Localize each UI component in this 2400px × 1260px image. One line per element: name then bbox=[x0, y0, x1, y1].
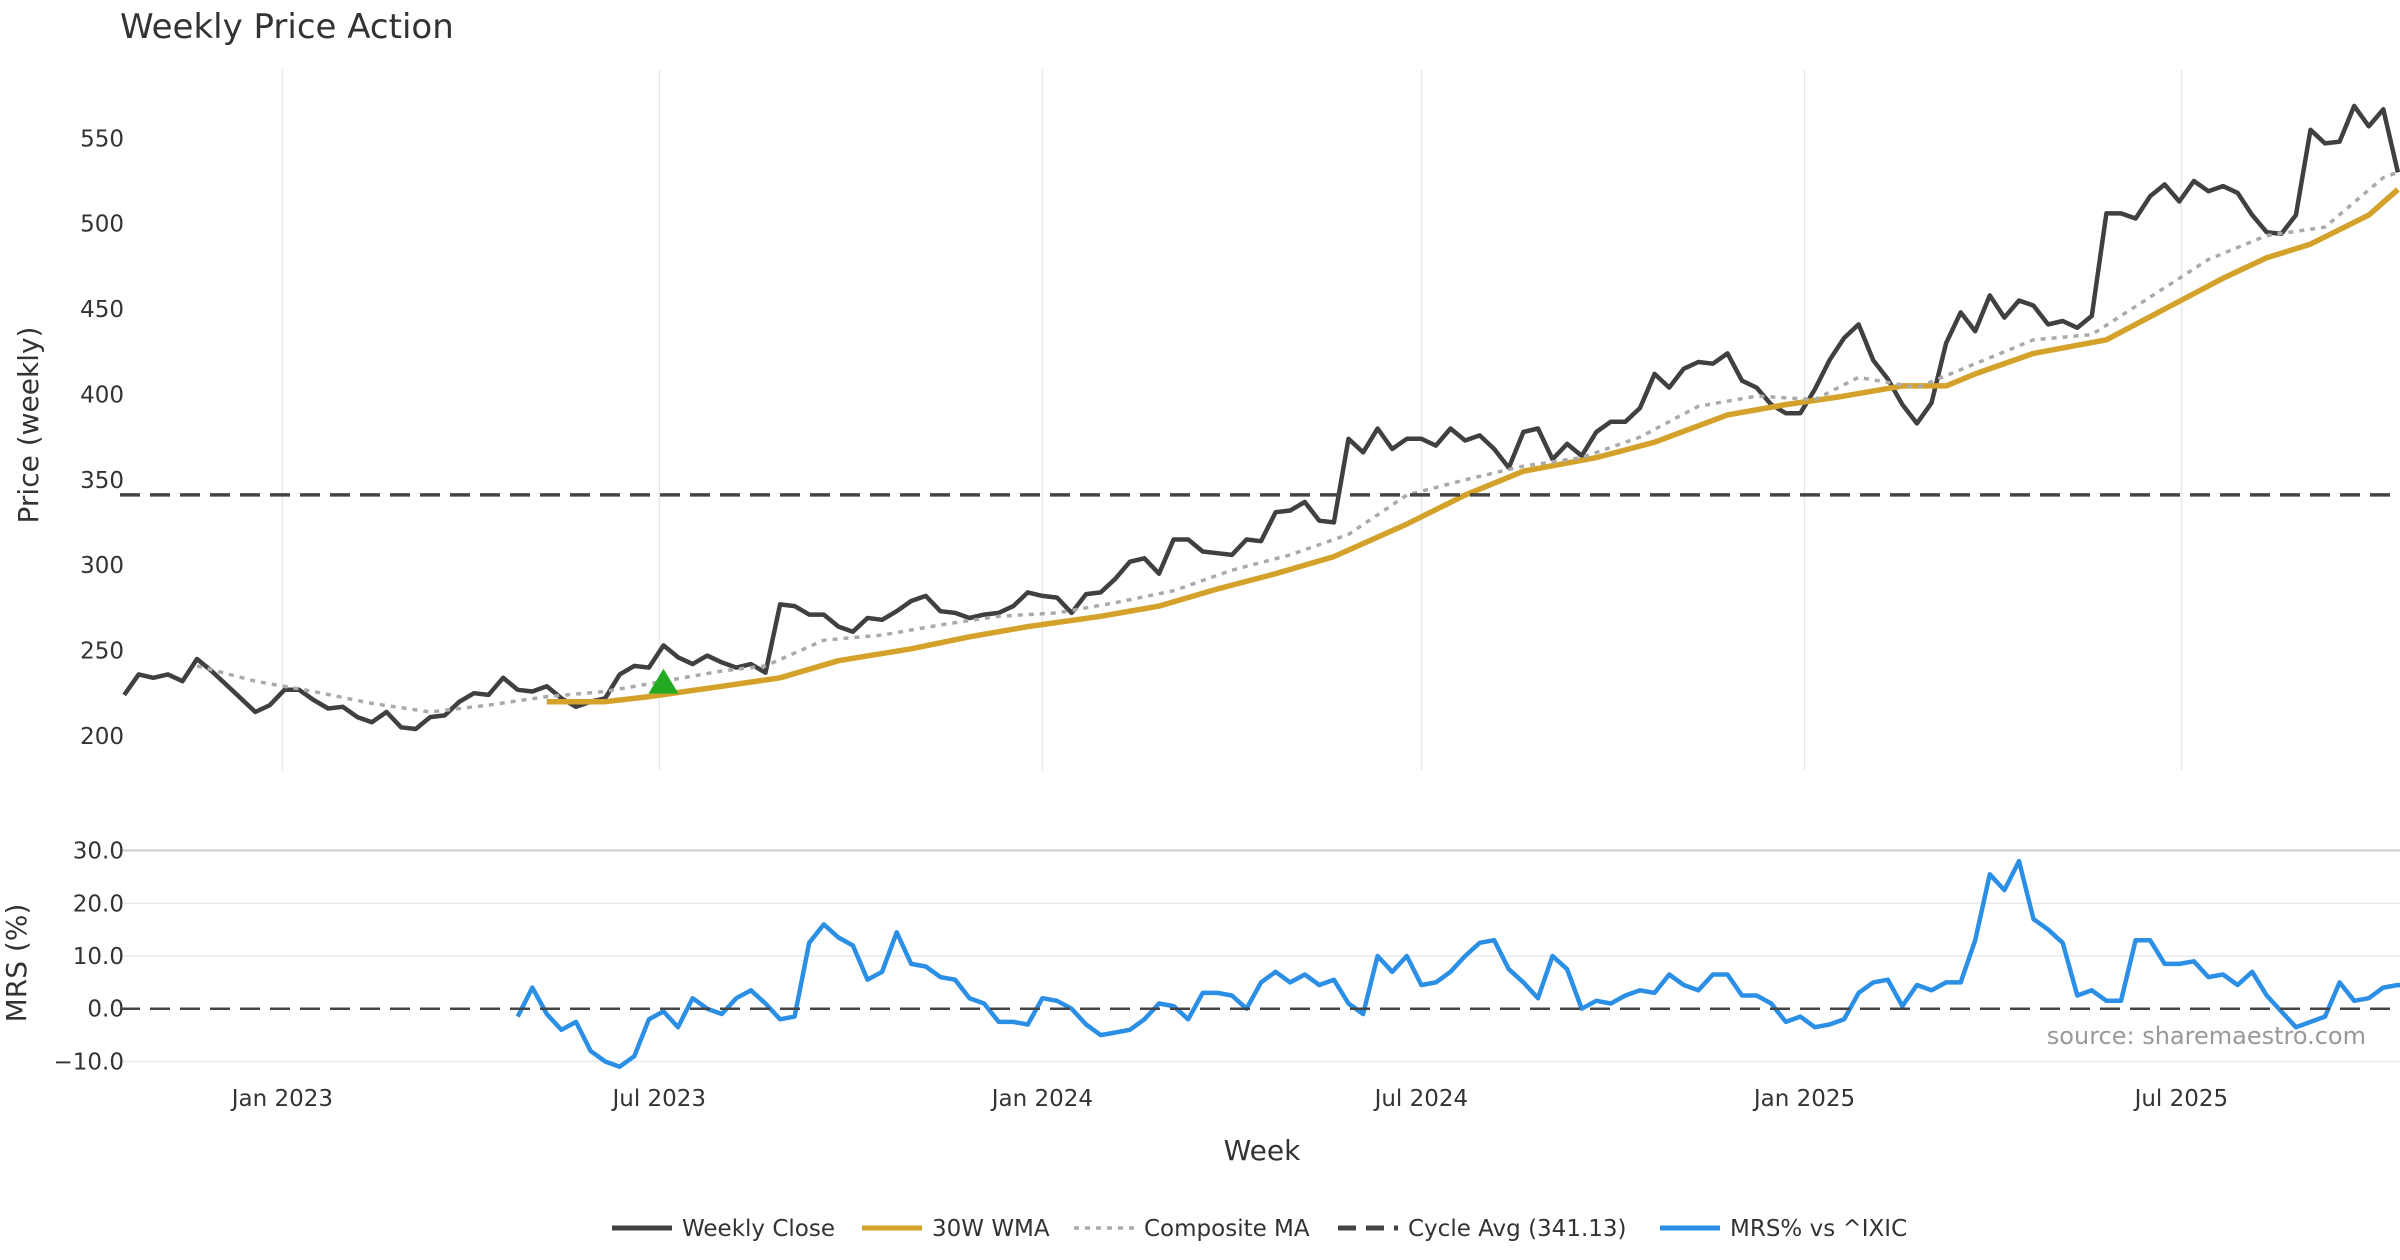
chart-title: Weekly Price Action bbox=[120, 7, 454, 47]
mrs-y-axis-label: MRS (%) bbox=[0, 904, 33, 1023]
price-series bbox=[120, 103, 2400, 732]
mrs-y-ticks: −10.0 0.0 10.0 20.0 30.0 bbox=[54, 839, 124, 1076]
legend-label: MRS% vs ^IXIC bbox=[1730, 1216, 1907, 1242]
price-y-tick-7: 550 bbox=[80, 126, 124, 152]
legend-label: Cycle Avg (341.13) bbox=[1408, 1216, 1627, 1242]
x-axis-ticks: Jan 2023 Jul 2023 Jan 2024 Jul 2024 Jan 2025… bbox=[230, 1086, 2228, 1112]
price-y-tick-3: 350 bbox=[80, 468, 124, 494]
x-axis-label: Week bbox=[1224, 1134, 1301, 1167]
x-tick-0: Jan 2023 bbox=[230, 1086, 333, 1112]
price-y-axis-label: Price (weekly) bbox=[12, 327, 45, 524]
legend: Weekly Close 30W WMA Composite MA Cycle Avg… bbox=[612, 1216, 1907, 1242]
price-y-tick-6: 500 bbox=[80, 212, 124, 238]
price-panel: 200 250 300 350 400 450 500 550 Price (weekly) bbox=[12, 70, 2400, 770]
series-composite-ma bbox=[196, 170, 2399, 714]
price-y-tick-0: 200 bbox=[80, 724, 124, 750]
x-tick-3: Jul 2024 bbox=[1373, 1086, 1469, 1112]
mrs-y-tick-1: 0.0 bbox=[87, 997, 124, 1023]
mrs-y-tick-2: 10.0 bbox=[73, 944, 124, 970]
legend-label: 30W WMA bbox=[932, 1216, 1050, 1242]
mrs-y-tick-0: −10.0 bbox=[54, 1049, 124, 1075]
x-tick-2: Jan 2024 bbox=[990, 1086, 1093, 1112]
signal-triangle-marker bbox=[648, 668, 679, 694]
price-vertical-grid bbox=[281, 70, 2183, 770]
legend-item-weekly-close: Weekly Close bbox=[612, 1216, 835, 1242]
price-y-tick-1: 250 bbox=[80, 638, 124, 664]
mrs-y-tick-3: 20.0 bbox=[73, 891, 124, 917]
mrs-panel: −10.0 0.0 10.0 20.0 30.0 MRS (%) source: sha… bbox=[0, 839, 2400, 1076]
x-tick-1: Jul 2023 bbox=[610, 1086, 706, 1112]
series-mrs-vs-ixic bbox=[515, 858, 2400, 1069]
price-y-tick-5: 450 bbox=[80, 297, 124, 323]
legend-label: Composite MA bbox=[1144, 1216, 1310, 1242]
price-y-tick-2: 300 bbox=[80, 553, 124, 579]
series-30w-wma bbox=[546, 187, 2400, 705]
legend-item-composite-ma: Composite MA bbox=[1074, 1216, 1310, 1242]
legend-item-mrs-vs-ixic: MRS% vs ^IXIC bbox=[1660, 1216, 1907, 1242]
legend-label: Weekly Close bbox=[682, 1216, 835, 1242]
x-tick-5: Jul 2025 bbox=[2133, 1086, 2229, 1112]
series-weekly-close bbox=[122, 103, 2400, 732]
legend-item-30w-wma: 30W WMA bbox=[862, 1216, 1050, 1242]
mrs-series bbox=[120, 858, 2400, 1069]
price-y-ticks: 200 250 300 350 400 450 500 550 bbox=[80, 126, 124, 750]
mrs-y-tick-4: 30.0 bbox=[73, 839, 124, 865]
price-y-tick-4: 400 bbox=[80, 382, 124, 408]
source-annotation: source: sharemaestro.com bbox=[2047, 1022, 2366, 1050]
mrs-horizontal-grid bbox=[120, 849, 2400, 1063]
legend-item-cycle-avg-341-13: Cycle Avg (341.13) bbox=[1338, 1216, 1627, 1242]
x-tick-4: Jan 2025 bbox=[1752, 1086, 1855, 1112]
